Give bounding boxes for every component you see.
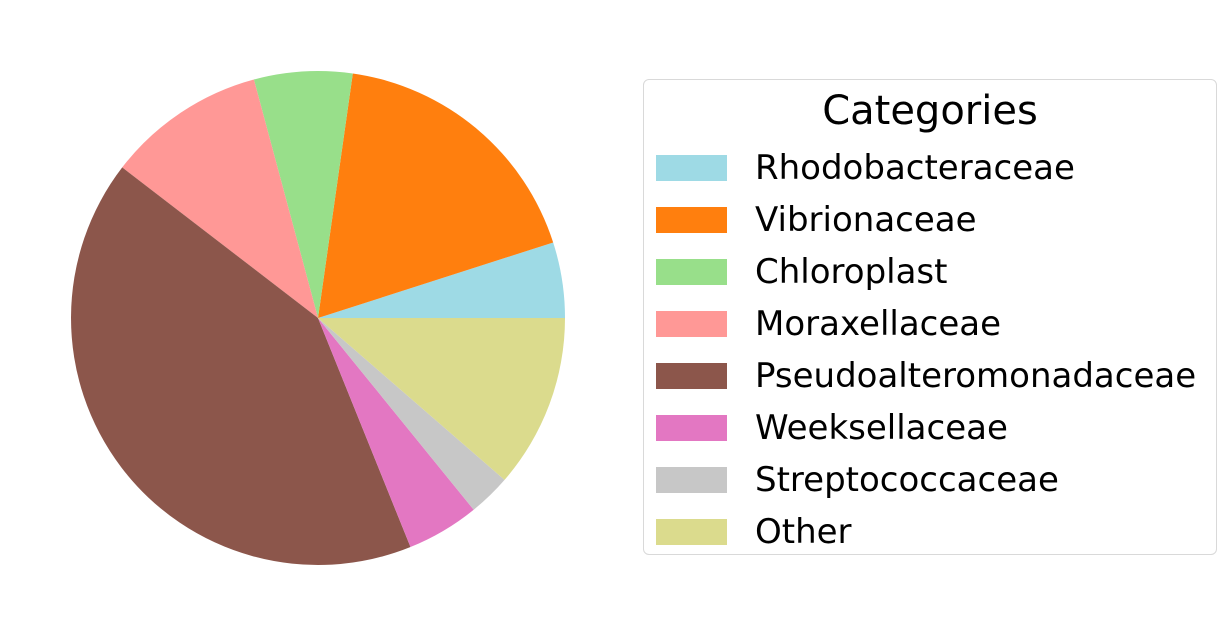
legend-swatch [656, 259, 727, 285]
legend-item-moraxellaceae: Moraxellaceae [656, 298, 1196, 350]
legend-swatch [656, 363, 727, 389]
legend-label: Streptococcaceae [755, 460, 1059, 500]
pie-slice-vibrionaceae [318, 73, 554, 319]
legend-item-rhodobacteraceae: Rhodobacteraceae [656, 142, 1196, 194]
legend-title: Categories [822, 88, 1038, 134]
legend-label: Rhodobacteraceae [755, 148, 1075, 188]
pie-slice-other [318, 318, 565, 480]
pie-slice-pseudoalteromonadaceae [71, 167, 411, 565]
pie-slice-streptococcaceae [318, 318, 505, 510]
legend-swatch [656, 519, 727, 545]
legend-swatch [656, 467, 727, 493]
chart-legend: Categories Rhodobacteraceae Vibrionaceae C… [643, 79, 1217, 555]
legend-swatch [656, 415, 727, 441]
legend-label: Weeksellaceae [755, 408, 1008, 448]
legend-item-streptococcaceae: Streptococcaceae [656, 454, 1196, 506]
legend-label: Chloroplast [755, 252, 948, 292]
pie-slices-group [71, 70, 565, 565]
legend-label: Vibrionaceae [755, 200, 977, 240]
legend-swatch [656, 311, 727, 337]
pie-slice-rhodobacteraceae [318, 242, 565, 318]
legend-item-pseudoalteromonadaceae: Pseudoalteromonadaceae [656, 350, 1196, 402]
legend-label: Pseudoalteromonadaceae [755, 356, 1197, 396]
legend-swatch [656, 207, 727, 233]
legend-label: Other [755, 512, 852, 552]
legend-item-weeksellaceae: Weeksellaceae [656, 402, 1196, 454]
pie-slice-weeksellaceae [318, 318, 474, 548]
legend-item-chloroplast: Chloroplast [656, 246, 1196, 298]
legend-item-other: Other [656, 506, 1196, 558]
legend-label: Moraxellaceae [755, 304, 1002, 344]
legend-swatch [656, 155, 727, 181]
pie-slice-moraxellaceae [122, 79, 318, 318]
legend-item-vibrionaceae: Vibrionaceae [656, 194, 1196, 246]
legend-list: Rhodobacteraceae Vibrionaceae Chloroplast M… [656, 142, 1196, 558]
pie-slice-chloroplast [253, 70, 353, 318]
